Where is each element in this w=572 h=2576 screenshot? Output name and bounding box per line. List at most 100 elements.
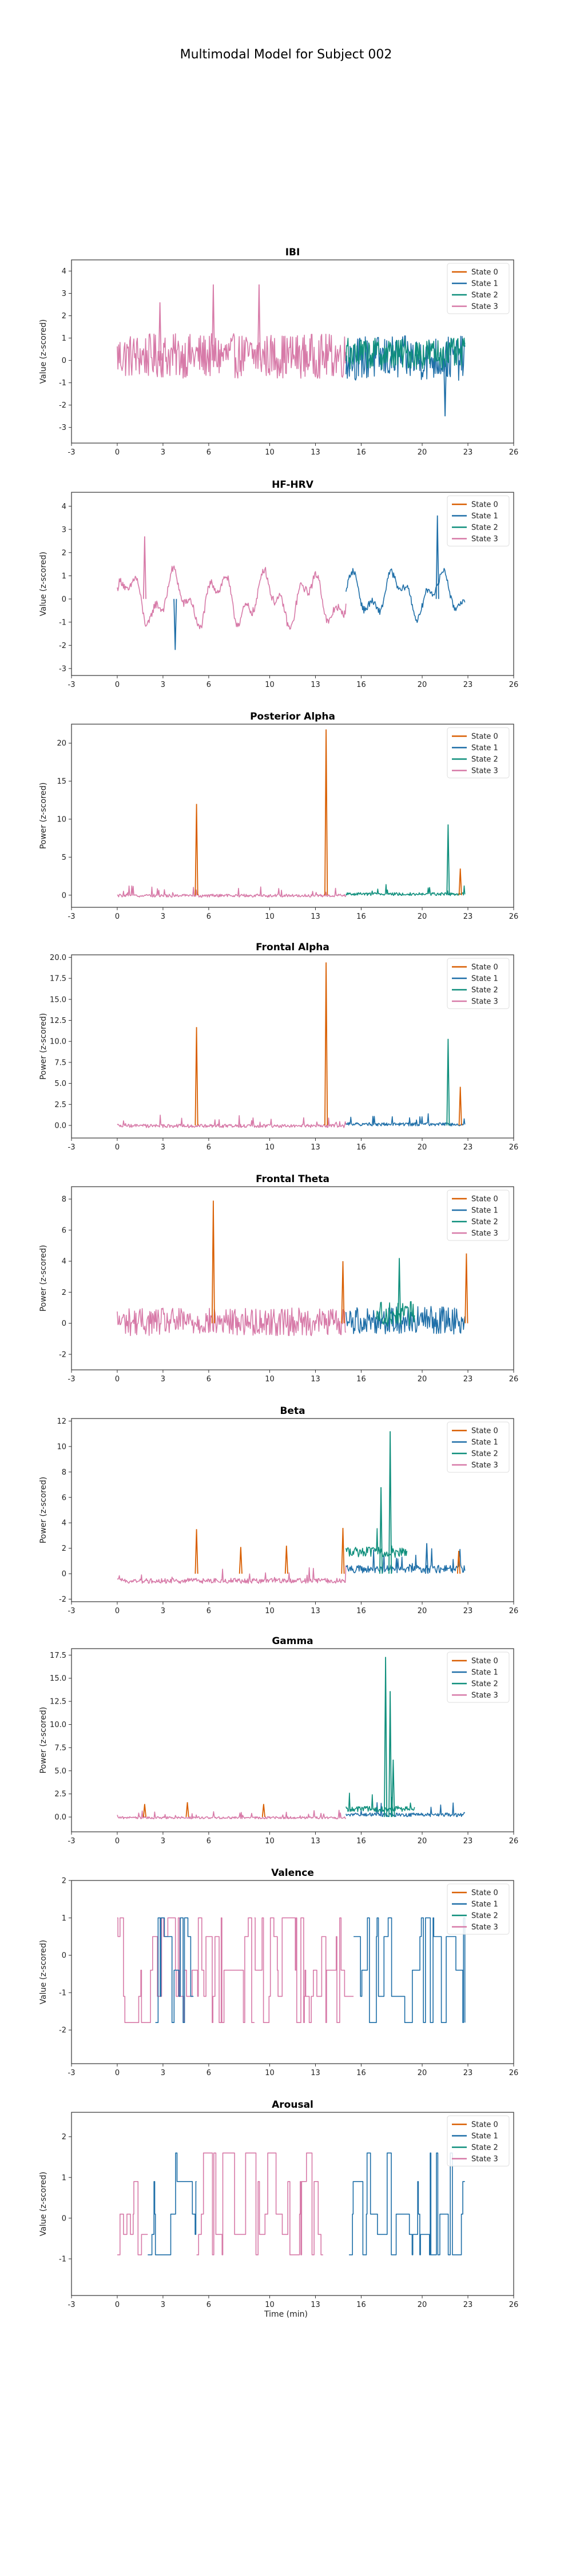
- plot-frame: [71, 492, 514, 676]
- peak-mark: [464, 1253, 468, 1323]
- y-tick-label: 8: [62, 1195, 66, 1204]
- y-tick-label: 20: [57, 740, 66, 748]
- x-tick-label: 26: [509, 1375, 519, 1384]
- legend-label: State 0: [471, 1657, 498, 1666]
- legend-box: [447, 2115, 510, 2167]
- y-tick-label: 5.0: [54, 1767, 66, 1776]
- y-tick-label: 3: [62, 526, 66, 534]
- y-tick-label: -3: [59, 665, 66, 673]
- series-line-state-1: [155, 1917, 194, 2023]
- y-tick-label: 2: [62, 312, 66, 321]
- y-tick-label: 5: [62, 854, 66, 862]
- series-line-state-3: [117, 333, 347, 379]
- y-axis-label: Power (z-scored): [39, 1245, 48, 1312]
- legend-label: State 1: [471, 744, 498, 753]
- y-tick-label: -2: [59, 1350, 66, 1359]
- panel-title: HF-HRV: [272, 479, 314, 491]
- panel-beta: Beta -3 0 3 6 10 13 16 20 23 26 -2 0 2 4 6 8 10 12 Power (z…: [39, 1405, 518, 1615]
- y-tick-label: 6: [62, 1226, 66, 1235]
- y-tick-label: 15.0: [50, 995, 66, 1004]
- panel-hf-hrv: HF-HRV-3 0 3 6 10 13 16 20 23 26-3-2-101234Value …: [39, 479, 518, 689]
- series-line-state-2: [345, 884, 466, 896]
- x-tick-label: 23: [463, 1837, 473, 1846]
- legend: State 0 State 1 State 2 State 3: [447, 727, 510, 779]
- x-tick-label: 3: [161, 1143, 165, 1152]
- legend-label: State 0: [471, 1427, 498, 1436]
- y-tick-label: 17.5: [50, 1652, 66, 1660]
- x-tick-label: 0: [115, 1143, 120, 1152]
- series-line-state-3: [117, 1307, 347, 1337]
- x-tick-label: 3: [161, 912, 165, 921]
- y-tick-label: 10.0: [50, 1721, 66, 1729]
- series-line-state-1: [345, 1802, 466, 1818]
- y-tick-label: 7.5: [54, 1744, 66, 1752]
- legend: State 0 State 1 State 2 State 3: [447, 2115, 510, 2167]
- y-axis-label: Value (z-scored): [39, 319, 48, 384]
- legend-label: State 1: [471, 975, 498, 983]
- legend-label: State 2: [471, 756, 498, 764]
- series-line-state-3: [117, 1809, 347, 1820]
- peak-mark: [211, 1200, 215, 1323]
- y-tick-label: 0: [62, 2214, 66, 2223]
- y-tick-label: 0: [62, 357, 66, 365]
- series-line-state-1: [349, 2152, 465, 2255]
- x-tick-label: 16: [356, 448, 366, 457]
- peak-mark: [211, 284, 215, 361]
- legend-box: [447, 958, 510, 1009]
- y-tick-label: -2: [59, 2026, 66, 2035]
- x-tick-label: 0: [115, 681, 120, 689]
- legend-label: State 1: [471, 280, 498, 289]
- plot-frame: [71, 1418, 514, 1602]
- peak-mark: [388, 1431, 392, 1574]
- legend-label: State 0: [471, 963, 498, 972]
- y-tick-label: 8: [62, 1468, 66, 1477]
- series-line-state-1: [345, 1548, 466, 1574]
- plot-frame: [71, 2112, 514, 2296]
- x-tick-label: 23: [463, 1143, 473, 1152]
- y-tick-label: 0: [62, 595, 66, 604]
- series-group: [117, 1917, 466, 2023]
- y-tick-label: -2: [59, 642, 66, 650]
- plot-frame: [71, 954, 514, 1139]
- x-tick-label: 20: [418, 912, 427, 921]
- panel-frontal-theta: Frontal Theta -3 0 3 6 10 13 16 20 23 26 -2 0 2 4 6 8 Pow…: [39, 1174, 518, 1384]
- x-tick-label: 20: [418, 448, 427, 457]
- x-tick-label: 3: [161, 2301, 165, 2309]
- series-group: [117, 729, 466, 898]
- panel-title: Gamma: [272, 1635, 313, 1647]
- y-axis-label: Power (z-scored): [39, 1013, 48, 1080]
- peak-mark: [384, 1657, 388, 1818]
- y-axis-label: Power (z-scored): [39, 1707, 48, 1774]
- panel-title: Arousal: [272, 2099, 313, 2111]
- panel-valence: Valence -3 0 3 6 10 13 16 20 23 26 -2 -1 0 1 2 Value (z-…: [39, 1867, 518, 2077]
- y-tick-label: 4: [62, 503, 66, 511]
- x-axis-label: Time (min): [264, 2310, 308, 2319]
- peak-mark: [194, 1027, 198, 1126]
- x-tick-label: 26: [509, 1837, 519, 1846]
- panel-posterior-alpha: Posterior Alpha -3 0 3 6 10 13 16 20 23 26 0 5 10 15 20…: [39, 711, 518, 921]
- peak-mark: [341, 1528, 345, 1574]
- peak-mark: [194, 1529, 198, 1574]
- x-tick-label: 26: [509, 681, 519, 689]
- x-tick-label: 3: [161, 1837, 165, 1846]
- peak-mark: [239, 1547, 243, 1574]
- legend: State 0 State 1 State 2 State 3: [447, 263, 510, 314]
- x-tick-label: 6: [206, 1837, 211, 1846]
- plot-frame: [71, 259, 514, 444]
- legend-label: State 3: [471, 303, 498, 311]
- panel-gamma: Gamma -3 0 3 6 10 13 16 20 23 26 0.0 2.5 5.0 7.5 10.0 12…: [39, 1635, 518, 1846]
- peak-mark: [443, 360, 447, 417]
- peak-mark: [341, 1261, 345, 1323]
- y-tick-label: 3: [62, 290, 66, 298]
- series-group: [117, 1431, 466, 1584]
- y-tick-label: 12.5: [50, 1017, 66, 1025]
- legend: State 0 State 1 State 2 State 3: [447, 1190, 510, 1241]
- peak-mark: [173, 599, 177, 650]
- x-tick-label: -3: [68, 2301, 76, 2309]
- x-tick-label: 26: [509, 2069, 519, 2077]
- series-line-state-3: [193, 1917, 255, 2023]
- y-tick-label: 0.0: [54, 1121, 66, 1130]
- y-tick-label: 0: [62, 891, 66, 900]
- y-tick-label: 12.5: [50, 1698, 66, 1706]
- series-line-state-2: [376, 1301, 415, 1327]
